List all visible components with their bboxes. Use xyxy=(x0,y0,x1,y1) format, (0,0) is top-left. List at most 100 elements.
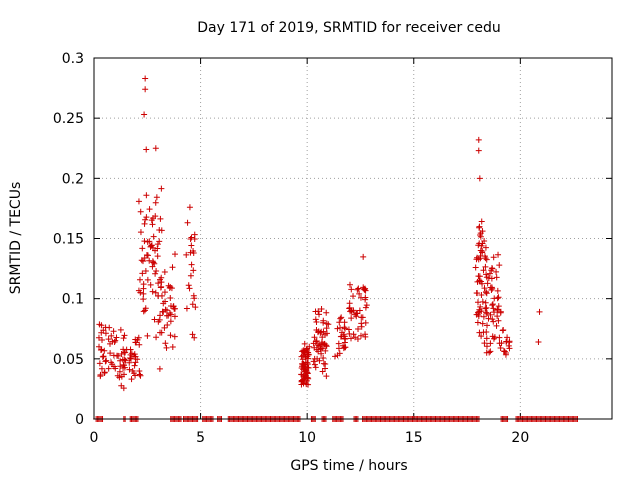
data-point xyxy=(110,352,117,359)
data-point xyxy=(484,280,491,287)
data-point xyxy=(481,285,488,292)
data-point xyxy=(162,340,169,347)
data-point xyxy=(337,315,344,322)
data-point xyxy=(149,263,156,270)
data-point xyxy=(323,373,330,380)
data-point xyxy=(356,307,363,314)
data-point xyxy=(140,296,147,303)
data-point xyxy=(489,316,496,323)
data-point xyxy=(318,306,325,313)
data-point xyxy=(359,314,366,321)
data-point xyxy=(341,324,348,331)
data-point xyxy=(156,365,163,372)
data-point xyxy=(348,286,355,293)
data-point xyxy=(147,281,154,288)
data-point xyxy=(161,289,168,296)
data-point xyxy=(137,229,144,236)
x-tick-label: 5 xyxy=(196,430,205,446)
data-point xyxy=(335,345,342,352)
data-point xyxy=(474,299,481,306)
data-point xyxy=(360,253,367,260)
data-point xyxy=(140,258,147,265)
data-point xyxy=(102,324,109,331)
data-point xyxy=(322,347,329,354)
data-point xyxy=(161,268,168,275)
data-point xyxy=(502,351,509,358)
data-point xyxy=(488,267,495,274)
data-point xyxy=(341,335,348,342)
data-point xyxy=(487,348,494,355)
data-point xyxy=(155,293,162,300)
data-point xyxy=(362,331,369,338)
data-point xyxy=(157,312,164,319)
data-point xyxy=(482,299,489,306)
data-point xyxy=(312,364,319,371)
data-point xyxy=(475,242,482,249)
data-point xyxy=(350,293,357,300)
data-point xyxy=(362,304,369,311)
data-point xyxy=(482,244,489,251)
data-point xyxy=(323,309,330,316)
data-point xyxy=(117,357,124,364)
data-point xyxy=(186,285,193,292)
data-point xyxy=(144,252,151,259)
data-point xyxy=(348,335,355,342)
data-point xyxy=(494,313,501,320)
data-point xyxy=(355,285,362,292)
data-point xyxy=(358,320,365,327)
data-point xyxy=(152,145,159,152)
data-point xyxy=(480,267,487,274)
data-point xyxy=(149,288,156,295)
data-point xyxy=(362,296,369,303)
data-point xyxy=(313,337,320,344)
data-point xyxy=(190,267,197,274)
data-point xyxy=(496,262,503,269)
data-point xyxy=(96,360,103,367)
data-point xyxy=(303,374,310,381)
data-point xyxy=(126,359,133,366)
data-point xyxy=(495,294,502,301)
data-point xyxy=(491,295,498,302)
data-point xyxy=(118,350,125,357)
data-point xyxy=(494,287,501,294)
data-point xyxy=(480,313,487,320)
data-point xyxy=(144,276,151,283)
data-point xyxy=(161,324,168,331)
y-axis-label: SRMTID / TECUs xyxy=(8,182,24,295)
data-point xyxy=(152,213,159,220)
data-point xyxy=(150,233,157,240)
data-point xyxy=(317,329,324,336)
data-point xyxy=(477,278,484,285)
data-point xyxy=(167,318,174,325)
data-point xyxy=(483,343,490,350)
data-point xyxy=(134,356,141,363)
data-point xyxy=(354,335,361,342)
data-point xyxy=(154,241,161,248)
x-axis-label: GPS time / hours xyxy=(290,458,407,474)
data-point xyxy=(105,365,112,372)
data-point xyxy=(160,308,167,315)
data-point xyxy=(97,371,104,378)
data-point xyxy=(494,307,501,314)
data-point xyxy=(188,261,195,268)
data-point xyxy=(152,289,159,296)
data-point xyxy=(137,289,144,296)
data-point xyxy=(141,238,148,245)
data-point xyxy=(340,342,347,349)
data-point xyxy=(500,327,507,334)
plot-frame xyxy=(93,57,613,420)
data-point xyxy=(483,271,490,278)
data-point xyxy=(141,255,148,262)
data-point xyxy=(311,361,318,368)
data-point xyxy=(495,303,502,310)
data-point xyxy=(474,319,481,326)
data-point xyxy=(157,284,164,291)
data-point xyxy=(187,272,194,279)
data-point xyxy=(126,355,133,362)
chart-title: Day 171 of 2019, SRMTID for receiver ced… xyxy=(197,20,500,36)
data-point xyxy=(479,320,486,327)
data-point xyxy=(157,329,164,336)
data-point xyxy=(131,362,138,369)
data-point xyxy=(142,305,149,312)
data-point xyxy=(310,340,317,347)
